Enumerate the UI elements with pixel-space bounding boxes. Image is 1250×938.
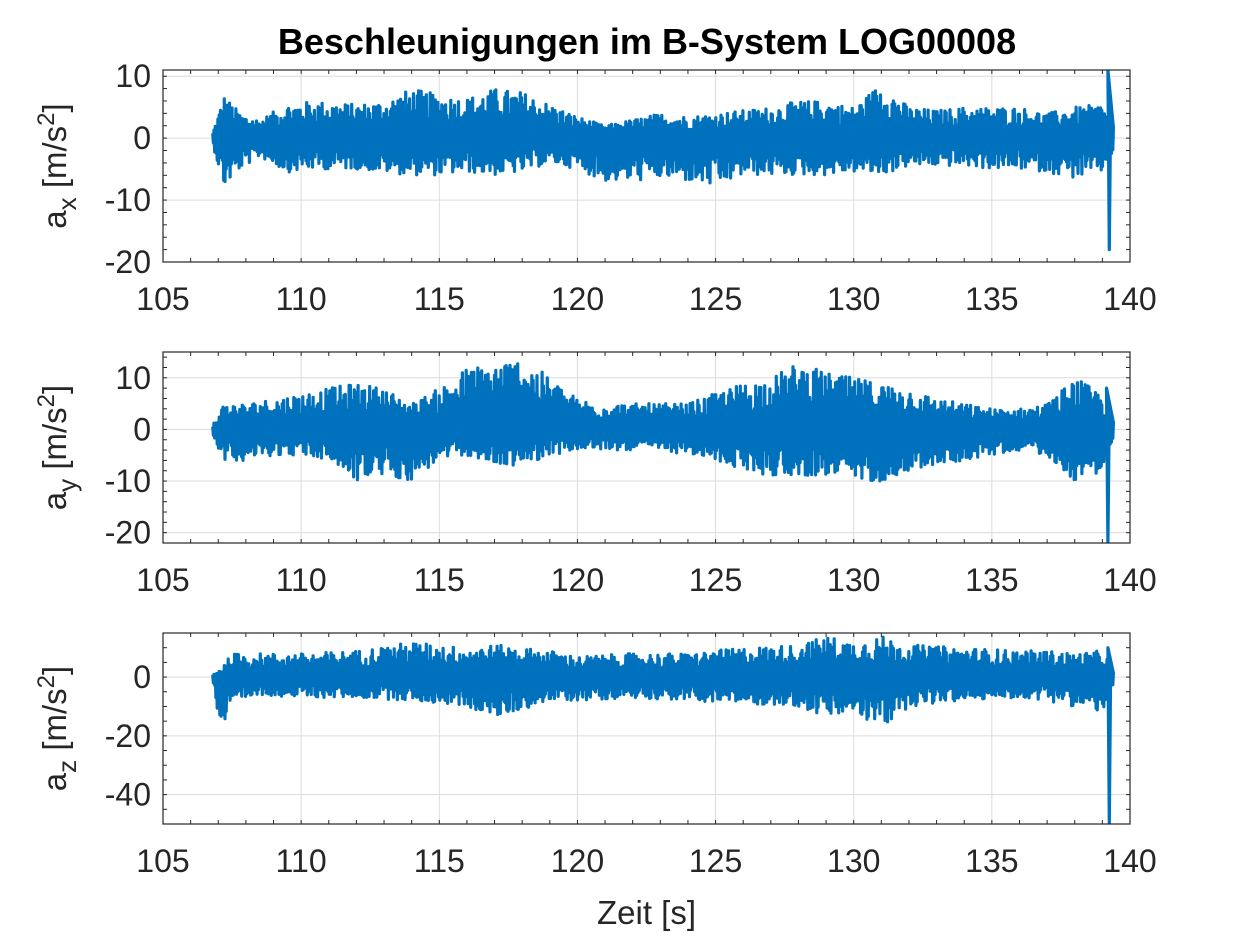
x-tick-label: 130 [827,562,880,598]
x-axis-label: Zeit [s] [597,894,696,931]
x-tick-label: 110 [276,562,327,598]
axes-root: 105 110 115 120 125 130 135 140 -20 -10 0 10 ax [m/s… [33,58,1157,931]
x-tick-label: 140 [1103,281,1156,317]
y-tick-label: 0 [133,120,151,156]
series-line [211,70,1115,252]
y-tick-label: -10 [105,463,151,499]
y-tick-label: -10 [105,182,151,218]
x-tick-label: 130 [827,281,880,317]
y-axis-label: ay [m/s2] [33,385,82,510]
x-tick-label: 135 [965,562,1018,598]
axes-panel-1: 105 110 115 120 125 130 135 140 -20 -10 0 10 ax [m/s… [33,58,1157,317]
x-tick-label: 125 [689,281,742,317]
y-axis-label: az [m/s2] [33,666,82,791]
x-tick-label: 135 [965,281,1018,317]
x-tick-label: 135 [965,843,1018,879]
x-tick-label: 120 [551,843,604,879]
x-tick-label: 105 [136,562,189,598]
y-tick-label: -20 [105,515,151,551]
x-tick-label: 130 [827,843,880,879]
x-tick-label: 115 [414,843,465,879]
axes-frame [162,632,1131,825]
x-tick-label: 120 [551,281,604,317]
y-tick-label: 0 [133,659,151,695]
x-tick-label: 140 [1103,843,1156,879]
y-tick-label: -20 [105,718,151,754]
y-tick-label: 0 [133,411,151,447]
axes-panel-2: 105 110 115 120 125 130 135 140 -20 -10 0 10 ay [m/s… [33,351,1157,598]
y-tick-label: 10 [115,360,151,396]
x-tick-label: 115 [414,562,465,598]
axes-frame [162,351,1131,544]
x-tick-label: 110 [276,843,327,879]
y-axis-label: ax [m/s2] [33,103,82,228]
series-line [211,635,1115,824]
y-tick-label: -20 [105,244,151,280]
x-tick-label: 115 [414,281,465,317]
x-tick-label: 140 [1103,562,1156,598]
x-tick-label: 110 [276,281,327,317]
axes-frame [162,69,1131,263]
x-tick-label: 105 [136,843,189,879]
x-tick-label: 120 [551,562,604,598]
x-tick-label: 125 [689,843,742,879]
x-tick-label: 105 [136,281,189,317]
series-line [211,362,1115,543]
y-tick-label: -40 [105,777,151,813]
y-tick-label: 10 [115,58,151,94]
figure-title: Beschleunigungen im B-System LOG00008 [278,21,1016,62]
axes-panel-3: 105 110 115 120 125 130 135 140 -40 -20 0 az [m/s2]… [33,632,1157,931]
x-tick-label: 125 [689,562,742,598]
